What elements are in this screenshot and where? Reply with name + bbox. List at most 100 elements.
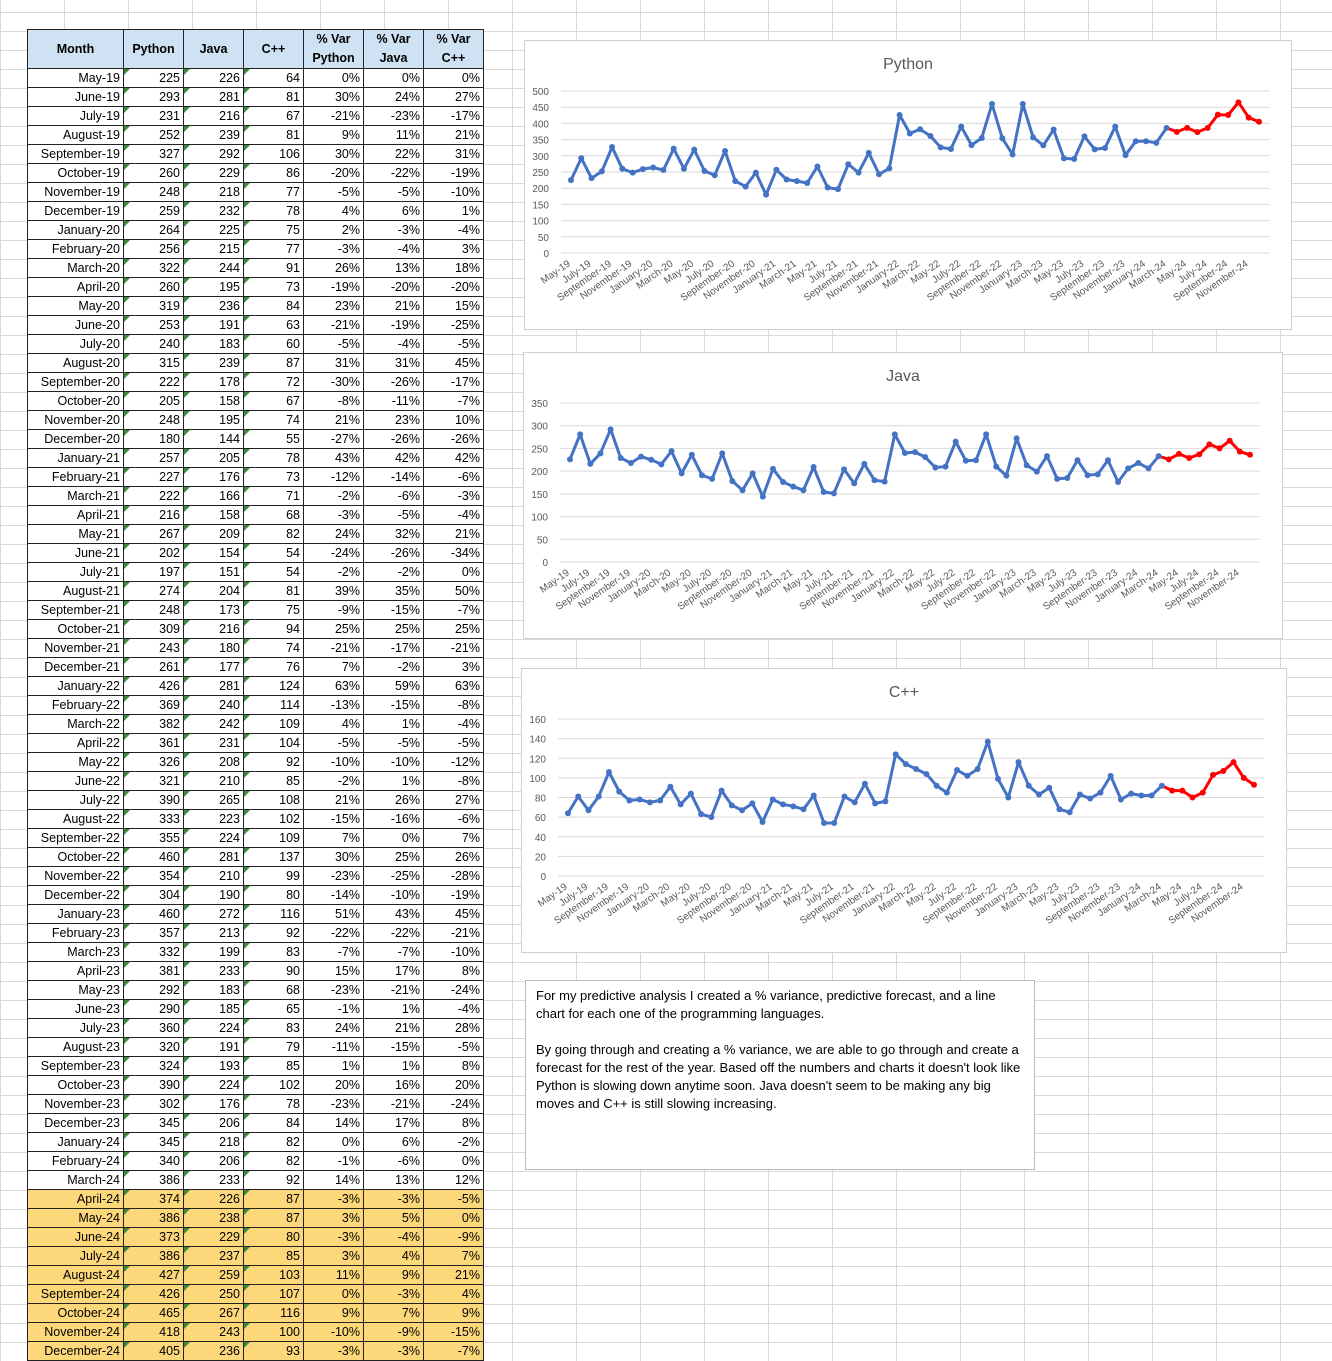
header-java[interactable]: Java — [183, 29, 244, 69]
table-cell[interactable]: 7% — [423, 1246, 484, 1266]
table-cell[interactable]: 68 — [243, 980, 304, 1000]
table-cell[interactable]: January-24 — [27, 1132, 124, 1152]
table-cell[interactable]: 206 — [183, 1113, 244, 1133]
table-cell[interactable]: 94 — [243, 619, 304, 639]
table-cell[interactable]: July-22 — [27, 790, 124, 810]
table-cell[interactable]: -28% — [423, 866, 484, 886]
table-cell[interactable]: 324 — [123, 1056, 184, 1076]
table-cell[interactable]: -3% — [363, 1189, 424, 1209]
table-cell[interactable]: 30% — [303, 847, 364, 867]
table-cell[interactable]: March-24 — [27, 1170, 124, 1190]
table-cell[interactable]: 75 — [243, 600, 304, 620]
table-cell[interactable]: 272 — [183, 904, 244, 924]
table-cell[interactable]: -4% — [363, 239, 424, 259]
table-cell[interactable]: 23% — [363, 410, 424, 430]
table-cell[interactable]: December-19 — [27, 201, 124, 221]
table-cell[interactable]: 42% — [423, 448, 484, 468]
table-cell[interactable]: -5% — [363, 182, 424, 202]
table-cell[interactable]: -12% — [423, 752, 484, 772]
table-cell[interactable]: March-23 — [27, 942, 124, 962]
table-cell[interactable]: May-22 — [27, 752, 124, 772]
table-cell[interactable]: 92 — [243, 1170, 304, 1190]
table-cell[interactable]: -9% — [363, 1322, 424, 1342]
table-cell[interactable]: August-19 — [27, 125, 124, 145]
table-cell[interactable]: 116 — [243, 904, 304, 924]
table-cell[interactable]: -10% — [363, 885, 424, 905]
table-cell[interactable]: 158 — [183, 505, 244, 525]
table-cell[interactable]: 92 — [243, 752, 304, 772]
table-cell[interactable]: 77 — [243, 239, 304, 259]
table-cell[interactable]: 87 — [243, 1208, 304, 1228]
table-cell[interactable]: 25% — [363, 619, 424, 639]
table-cell[interactable]: 193 — [183, 1056, 244, 1076]
table-cell[interactable]: -10% — [303, 1322, 364, 1342]
table-cell[interactable]: -6% — [423, 467, 484, 487]
table-cell[interactable]: 91 — [243, 258, 304, 278]
table-cell[interactable]: 100 — [243, 1322, 304, 1342]
table-cell[interactable]: -13% — [303, 695, 364, 715]
table-cell[interactable]: April-22 — [27, 733, 124, 753]
table-cell[interactable]: -3% — [303, 1189, 364, 1209]
table-cell[interactable]: March-22 — [27, 714, 124, 734]
table-cell[interactable]: 83 — [243, 1018, 304, 1038]
table-cell[interactable]: 183 — [183, 334, 244, 354]
table-cell[interactable]: 326 — [123, 752, 184, 772]
table-cell[interactable]: June-20 — [27, 315, 124, 335]
table-cell[interactable]: 158 — [183, 391, 244, 411]
table-cell[interactable]: 90 — [243, 961, 304, 981]
table-cell[interactable]: -25% — [423, 315, 484, 335]
table-cell[interactable]: September-22 — [27, 828, 124, 848]
table-cell[interactable]: 0% — [423, 562, 484, 582]
table-cell[interactable]: 240 — [123, 334, 184, 354]
table-cell[interactable]: 197 — [123, 562, 184, 582]
table-cell[interactable]: -25% — [363, 866, 424, 886]
table-cell[interactable]: 229 — [183, 1227, 244, 1247]
table-cell[interactable]: -5% — [303, 334, 364, 354]
table-cell[interactable]: 21% — [423, 1265, 484, 1285]
table-cell[interactable]: January-22 — [27, 676, 124, 696]
table-cell[interactable]: 239 — [183, 353, 244, 373]
table-cell[interactable]: 75 — [243, 220, 304, 240]
table-cell[interactable]: 28% — [423, 1018, 484, 1038]
table-cell[interactable]: May-23 — [27, 980, 124, 1000]
table-cell[interactable]: 176 — [183, 467, 244, 487]
table-cell[interactable]: 216 — [183, 619, 244, 639]
table-cell[interactable]: 76 — [243, 657, 304, 677]
table-cell[interactable]: 6% — [363, 1132, 424, 1152]
table-cell[interactable]: 7% — [303, 828, 364, 848]
table-cell[interactable]: -7% — [363, 942, 424, 962]
table-cell[interactable]: 259 — [183, 1265, 244, 1285]
table-cell[interactable]: 26% — [303, 258, 364, 278]
table-cell[interactable]: 17% — [363, 1113, 424, 1133]
table-cell[interactable]: 71 — [243, 486, 304, 506]
table-cell[interactable]: 21% — [423, 125, 484, 145]
table-cell[interactable]: -5% — [423, 334, 484, 354]
table-cell[interactable]: 209 — [183, 524, 244, 544]
table-cell[interactable]: 264 — [123, 220, 184, 240]
table-cell[interactable]: -15% — [423, 1322, 484, 1342]
table-cell[interactable]: 0% — [423, 68, 484, 88]
table-cell[interactable]: 357 — [123, 923, 184, 943]
table-cell[interactable]: 9% — [303, 1303, 364, 1323]
table-cell[interactable]: 11% — [303, 1265, 364, 1285]
table-cell[interactable]: 124 — [243, 676, 304, 696]
table-cell[interactable]: 243 — [183, 1322, 244, 1342]
table-cell[interactable]: 3% — [303, 1208, 364, 1228]
table-cell[interactable]: 386 — [123, 1170, 184, 1190]
table-cell[interactable]: -5% — [303, 733, 364, 753]
table-cell[interactable]: February-24 — [27, 1151, 124, 1171]
table-cell[interactable]: 319 — [123, 296, 184, 316]
table-cell[interactable]: 82 — [243, 1151, 304, 1171]
table-cell[interactable]: 68 — [243, 505, 304, 525]
table-cell[interactable]: August-22 — [27, 809, 124, 829]
table-cell[interactable]: -15% — [363, 1037, 424, 1057]
table-cell[interactable]: -17% — [363, 638, 424, 658]
cpp-chart[interactable]: C++ 0 20 40 60 80 100 120 140 160 May-19 July-19 Sep… — [521, 668, 1287, 953]
table-cell[interactable]: 226 — [183, 1189, 244, 1209]
table-cell[interactable]: 259 — [123, 201, 184, 221]
table-cell[interactable]: -26% — [363, 543, 424, 563]
table-cell[interactable]: December-21 — [27, 657, 124, 677]
table-cell[interactable]: 73 — [243, 467, 304, 487]
table-cell[interactable]: 10% — [423, 410, 484, 430]
table-cell[interactable]: -3% — [303, 505, 364, 525]
